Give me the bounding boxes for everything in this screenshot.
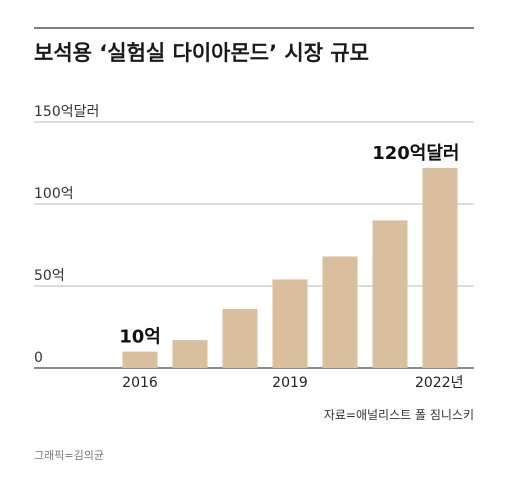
label-layer: 10억 120억달러 xyxy=(119,143,459,348)
graphic-credit: 그래픽=김의균 xyxy=(34,449,104,462)
y-tick-label: 150억달러 xyxy=(34,104,99,120)
data-label: 10억 xyxy=(119,327,161,348)
x-tick-label: 2019 xyxy=(272,375,308,391)
grid-layer: 0 50억 100억 150억달러 xyxy=(34,104,474,369)
y-tick-label: 100억 xyxy=(34,186,74,202)
x-tick-label: 2022년 xyxy=(415,375,464,391)
chart-title: 보석용 ‘실험실 다이아몬드’ 시장 규모 xyxy=(34,41,369,65)
bar-layer xyxy=(122,167,458,368)
bar-2021 xyxy=(372,220,408,368)
bar-2019 xyxy=(272,279,308,368)
data-label: 120억달러 xyxy=(372,143,459,164)
x-tick-layer: 2016 2019 2022년 xyxy=(122,375,463,391)
y-tick-label: 50억 xyxy=(34,268,65,284)
y-tick-label: 0 xyxy=(34,350,43,366)
x-tick-label: 2016 xyxy=(122,375,158,391)
source-note: 자료=애널리스트 폴 짐니스키 xyxy=(324,408,474,422)
bar-2016 xyxy=(122,351,158,368)
bar-2022 xyxy=(422,167,458,368)
bar-2017 xyxy=(172,340,208,368)
bar-2020 xyxy=(322,256,358,368)
bar-2018 xyxy=(222,308,258,368)
